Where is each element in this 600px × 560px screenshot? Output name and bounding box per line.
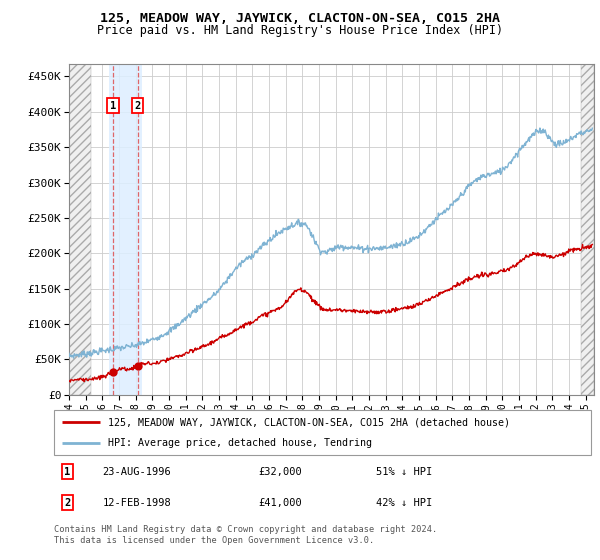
Text: 1: 1 (64, 467, 71, 477)
Text: 125, MEADOW WAY, JAYWICK, CLACTON-ON-SEA, CO15 2HA: 125, MEADOW WAY, JAYWICK, CLACTON-ON-SEA… (100, 12, 500, 25)
Bar (109, 64, 142, 395)
Text: £32,000: £32,000 (258, 467, 302, 477)
FancyBboxPatch shape (54, 410, 591, 455)
Text: 125, MEADOW WAY, JAYWICK, CLACTON-ON-SEA, CO15 2HA (detached house): 125, MEADOW WAY, JAYWICK, CLACTON-ON-SEA… (108, 417, 510, 427)
Text: 42% ↓ HPI: 42% ↓ HPI (376, 498, 433, 507)
Text: £41,000: £41,000 (258, 498, 302, 507)
Bar (581, 64, 594, 395)
Text: 23-AUG-1996: 23-AUG-1996 (103, 467, 171, 477)
Text: 2: 2 (134, 101, 141, 111)
Text: 12-FEB-1998: 12-FEB-1998 (103, 498, 171, 507)
Text: Contains HM Land Registry data © Crown copyright and database right 2024.
This d: Contains HM Land Registry data © Crown c… (54, 525, 437, 545)
Bar (69, 64, 91, 395)
Text: Price paid vs. HM Land Registry's House Price Index (HPI): Price paid vs. HM Land Registry's House … (97, 24, 503, 37)
Text: 51% ↓ HPI: 51% ↓ HPI (376, 467, 433, 477)
Text: 2: 2 (64, 498, 71, 507)
Text: HPI: Average price, detached house, Tendring: HPI: Average price, detached house, Tend… (108, 437, 372, 447)
Text: 1: 1 (110, 101, 116, 111)
